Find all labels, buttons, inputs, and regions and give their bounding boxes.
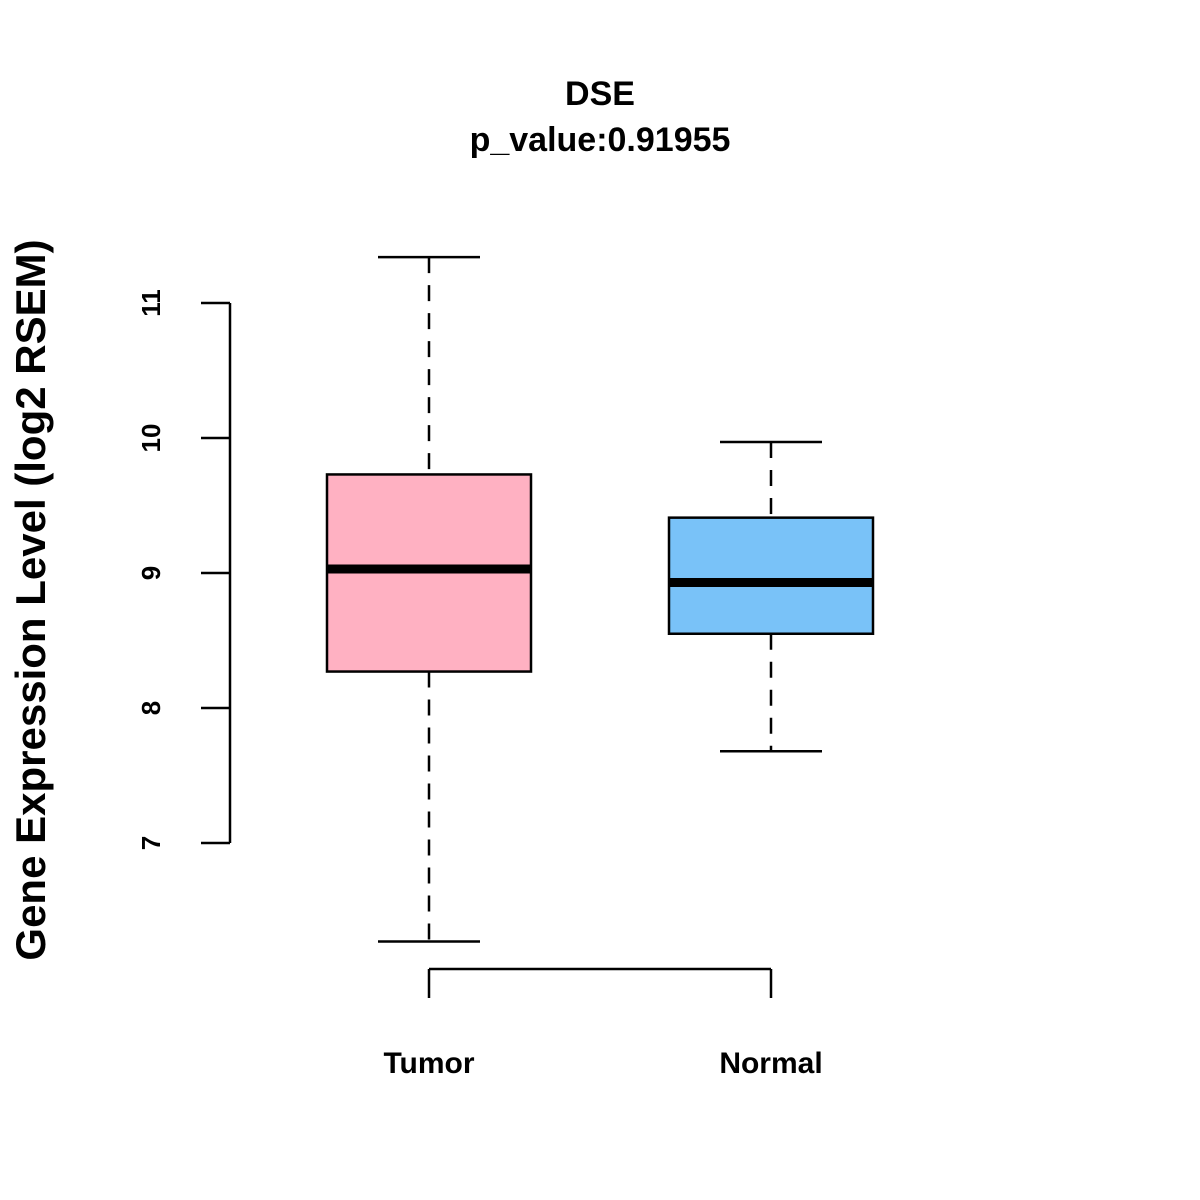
y-tick-label: 10 xyxy=(136,424,166,453)
x-tick-label: Normal xyxy=(719,1047,822,1080)
chart-subtitle: p_value:0.91955 xyxy=(470,121,731,159)
x-axis: Tumor Normal xyxy=(383,967,823,1080)
y-tick-label: 8 xyxy=(136,701,166,715)
iqr-box xyxy=(667,516,875,636)
y-tick-label: 11 xyxy=(136,289,166,317)
box-normal xyxy=(667,440,875,753)
chart-title: DSE xyxy=(565,75,635,113)
y-axis: 7 8 9 10 11 xyxy=(136,289,232,850)
y-axis-label: Gene Expression Level (log2 RSEM) xyxy=(7,239,54,960)
box-tumor xyxy=(325,255,533,943)
y-tick-label: 9 xyxy=(136,566,166,580)
x-tick-label: Tumor xyxy=(383,1047,474,1080)
box-series xyxy=(325,255,875,943)
y-tick-label: 7 xyxy=(136,836,166,850)
